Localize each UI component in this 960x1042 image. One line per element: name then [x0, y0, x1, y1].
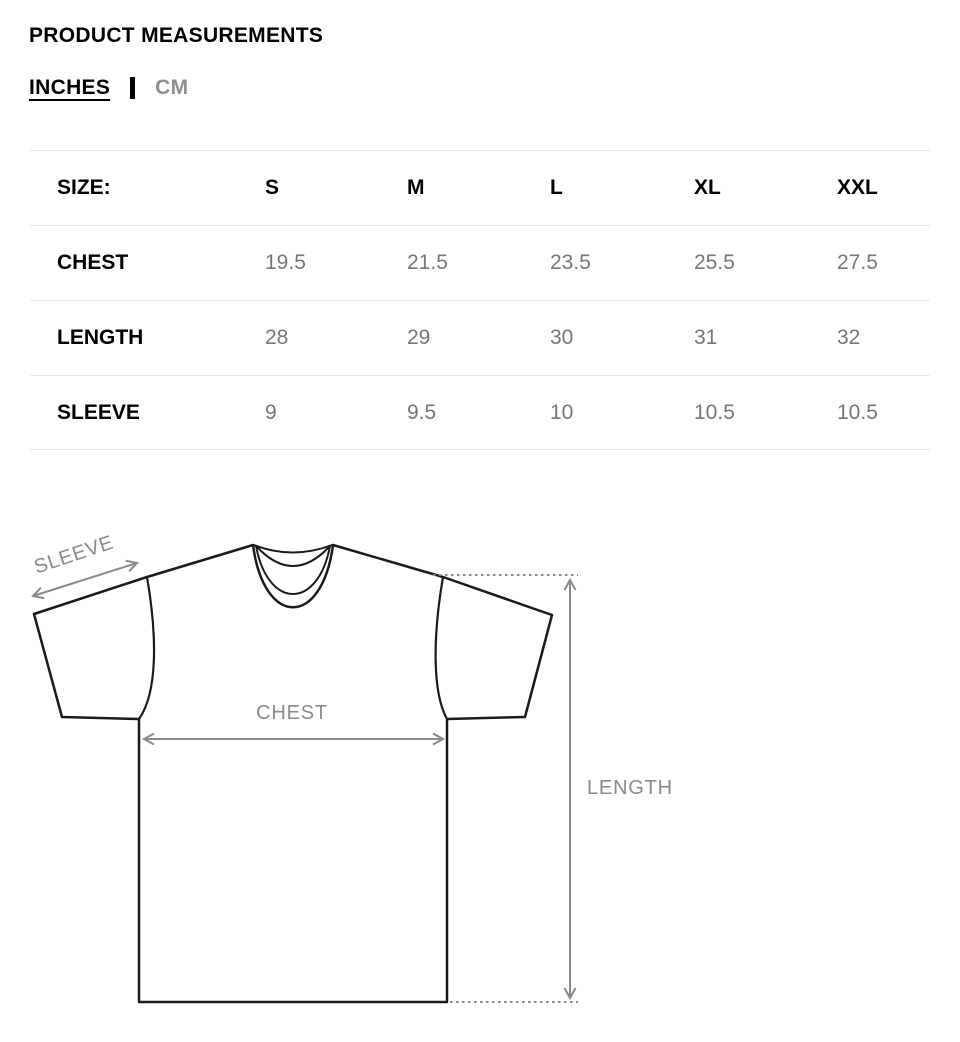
chest-diagram-label: CHEST — [256, 702, 328, 724]
table-row-sleeve: SLEEVE 9 9.5 10 10.5 10.5 — [30, 375, 930, 450]
unit-toggle-divider — [130, 77, 136, 99]
table-row-chest: CHEST 19.5 21.5 23.5 25.5 27.5 — [30, 225, 930, 300]
chest-value-m: 21.5 — [407, 251, 448, 274]
size-table: SIZE: S M L XL XXL CHEST 19.5 21.5 23.5 … — [30, 150, 930, 450]
size-header-l: L — [550, 176, 563, 199]
page-title: PRODUCT MEASUREMENTS — [29, 24, 324, 47]
sleeve-value-xxl: 10.5 — [837, 400, 878, 424]
table-row-length: LENGTH 28 29 30 31 32 — [30, 300, 930, 375]
measurement-diagram: SLEEVE CHEST LENGTH — [0, 500, 960, 1042]
size-header-xxl: XXL — [837, 176, 878, 199]
chest-value-l: 23.5 — [550, 251, 591, 274]
tshirt-outline — [32, 543, 554, 1004]
length-value-xl: 31 — [694, 326, 718, 349]
tshirt-diagram-svg: SLEEVE CHEST LENGTH — [31, 531, 673, 1004]
collar-back-seam-curve — [256, 546, 330, 567]
row-label-length: LENGTH — [57, 326, 144, 349]
sleeve-value-xl: 10.5 — [694, 400, 735, 424]
size-header-xl: XL — [694, 176, 721, 199]
length-value-m: 29 — [407, 326, 431, 349]
collar-band-top-curve — [255, 545, 331, 595]
unit-cm-button[interactable]: CM — [155, 76, 189, 99]
sleeve-value-m: 9.5 — [407, 400, 437, 424]
size-header-s: S — [265, 176, 280, 199]
chest-value-s: 19.5 — [265, 251, 306, 274]
size-table-header-row: SIZE: S M L XL XXL — [30, 150, 930, 225]
chest-value-xl: 25.5 — [694, 251, 735, 274]
right-armhole-seam — [434, 575, 449, 721]
collar-back-top-curve — [253, 544, 333, 554]
length-value-s: 28 — [265, 326, 289, 349]
sleeve-measure-arrow — [31, 559, 139, 600]
sleeve-value-s: 9 — [265, 400, 277, 424]
sleeve-value-l: 10 — [550, 400, 574, 424]
length-value-xxl: 32 — [837, 326, 861, 349]
sleeve-diagram-label: SLEEVE — [31, 531, 116, 578]
chest-value-xxl: 27.5 — [837, 251, 878, 274]
size-column-label: SIZE: — [57, 176, 111, 199]
length-diagram-label: LENGTH — [587, 777, 673, 799]
unit-toggle: INCHES CM — [29, 76, 188, 100]
tshirt-body-shape — [32, 543, 554, 1004]
unit-inches-button[interactable]: INCHES — [29, 76, 111, 99]
left-armhole-seam — [137, 575, 156, 721]
length-value-l: 30 — [550, 326, 574, 349]
size-header-m: M — [407, 176, 425, 199]
row-label-chest: CHEST — [57, 251, 129, 274]
row-label-sleeve: SLEEVE — [57, 400, 140, 424]
